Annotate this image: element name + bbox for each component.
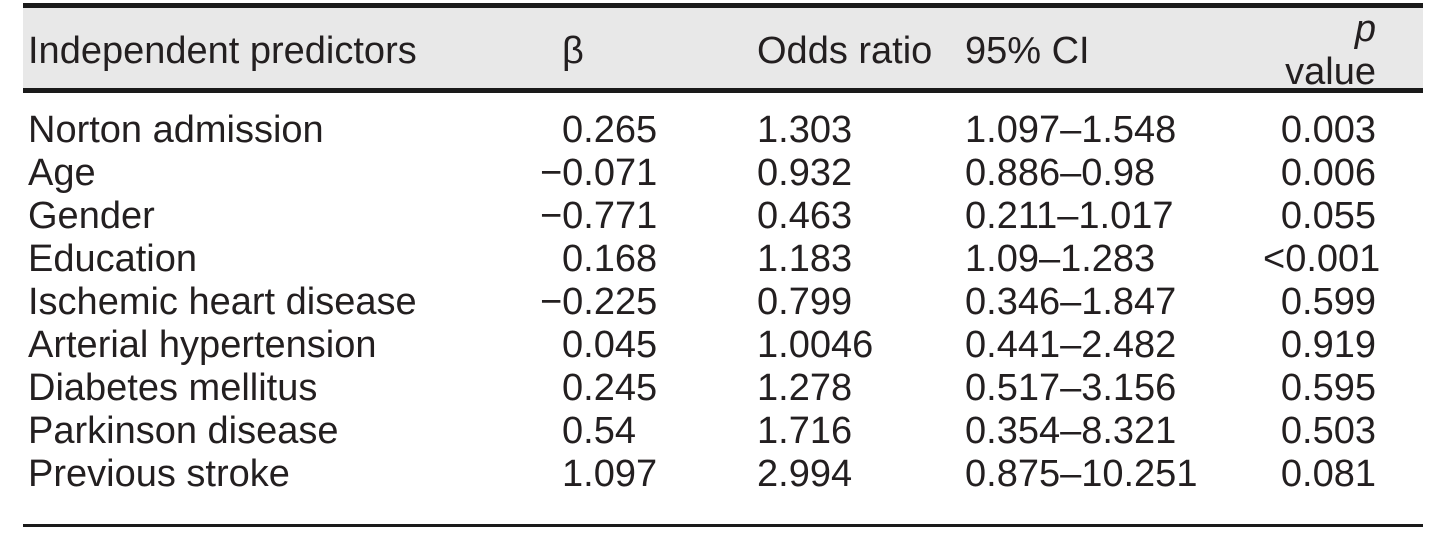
cell-beta: −0.071 bbox=[539, 152, 658, 194]
table-body: Norton admission 0.265 1.303 1.097–1.548 0.0… bbox=[23, 93, 1423, 524]
cell-p_value: 0.081 bbox=[1280, 453, 1376, 495]
table-top-rule bbox=[23, 3, 1423, 8]
cell-p_value: <0.001 bbox=[1263, 238, 1381, 280]
cell-ci: 0.517–3.156 bbox=[965, 367, 1177, 409]
cell-predictor: Parkinson disease bbox=[28, 410, 339, 452]
cell-ci: 1.09–1.283 bbox=[965, 238, 1156, 280]
cell-odds_ratio: 2.994 bbox=[757, 453, 853, 495]
cell-beta: 1.097 bbox=[562, 453, 658, 495]
cell-odds_ratio: 0.463 bbox=[757, 195, 853, 237]
table-row: Diabetes mellitus 0.245 1.278 0.517–3.156 0.… bbox=[23, 367, 1423, 410]
table-row: Gender −0.771 0.463 0.211–1.017 0.055 bbox=[23, 195, 1423, 238]
cell-odds_ratio: 0.932 bbox=[757, 152, 853, 194]
table-row: Previous stroke 1.097 2.994 0.875–10.251 0.0… bbox=[23, 453, 1423, 496]
table-row: Age −0.071 0.932 0.886–0.98 0.006 bbox=[23, 152, 1423, 195]
cell-odds_ratio: 1.0046 bbox=[757, 324, 874, 366]
cell-ci: 0.441–2.482 bbox=[965, 324, 1177, 366]
cell-predictor: Gender bbox=[28, 195, 155, 237]
cell-odds_ratio: 0.799 bbox=[757, 281, 853, 323]
cell-p_value: 0.003 bbox=[1280, 109, 1376, 151]
table-row: Norton admission 0.265 1.303 1.097–1.548 0.0… bbox=[23, 109, 1423, 152]
table-row: Education 0.168 1.183 1.09–1.283 <0.001 bbox=[23, 238, 1423, 281]
cell-ci: 1.097–1.548 bbox=[965, 109, 1177, 151]
cell-p_value: 0.599 bbox=[1280, 281, 1376, 323]
table-row: Ischemic heart disease −0.225 0.799 0.346–1… bbox=[23, 281, 1423, 324]
cell-odds_ratio: 1.716 bbox=[757, 410, 853, 452]
table-bottom-rule bbox=[23, 524, 1423, 527]
cell-predictor: Education bbox=[28, 238, 198, 280]
table-header-rule bbox=[23, 88, 1423, 93]
cell-predictor: Previous stroke bbox=[28, 453, 290, 495]
italic-p-label: p bbox=[1354, 8, 1376, 50]
cell-beta: 0.168 bbox=[562, 238, 658, 280]
cell-ci: 0.354–8.321 bbox=[965, 410, 1177, 452]
cell-predictor: Ischemic heart disease bbox=[28, 281, 417, 323]
table-row: Parkinson disease 0.54 1.716 0.354–8.321 0.5… bbox=[23, 410, 1423, 453]
header-cell-beta: β bbox=[562, 29, 584, 72]
table-header-row: Independent predictors β Odds ratio 95% CI p… bbox=[23, 8, 1423, 93]
cell-beta: 0.265 bbox=[562, 109, 658, 151]
cell-p_value: 0.595 bbox=[1280, 367, 1376, 409]
cell-p_value: 0.055 bbox=[1280, 195, 1376, 237]
regression-table: Independent predictors β Odds ratio 95% CI p… bbox=[23, 3, 1423, 527]
header-cell-ci: 95% CI bbox=[965, 29, 1090, 72]
cell-odds_ratio: 1.303 bbox=[757, 109, 853, 151]
cell-beta: −0.771 bbox=[539, 195, 658, 237]
cell-beta: 0.54 bbox=[562, 410, 636, 452]
cell-odds_ratio: 1.183 bbox=[757, 238, 853, 280]
cell-p_value: 0.006 bbox=[1280, 152, 1376, 194]
cell-beta: −0.225 bbox=[539, 281, 658, 323]
cell-ci: 0.211–1.017 bbox=[965, 195, 1174, 237]
header-cell-predictor: Independent predictors bbox=[28, 29, 417, 72]
cell-ci: 0.875–10.251 bbox=[965, 453, 1198, 495]
cell-p_value: 0.919 bbox=[1280, 324, 1376, 366]
cell-predictor: Arterial hypertension bbox=[28, 324, 377, 366]
cell-p_value: 0.503 bbox=[1280, 410, 1376, 452]
cell-predictor: Diabetes mellitus bbox=[28, 367, 318, 409]
cell-predictor: Norton admission bbox=[28, 109, 324, 151]
cell-beta: 0.045 bbox=[562, 324, 658, 366]
header-cell-odds_ratio: Odds ratio bbox=[757, 29, 933, 72]
cell-odds_ratio: 1.278 bbox=[757, 367, 853, 409]
table-row: Arterial hypertension 0.045 1.0046 0.441–2.… bbox=[23, 324, 1423, 367]
cell-ci: 0.886–0.98 bbox=[965, 152, 1156, 194]
header-cell-p_value: p value bbox=[1285, 8, 1376, 93]
cell-beta: 0.245 bbox=[562, 367, 658, 409]
cell-predictor: Age bbox=[28, 152, 96, 194]
cell-ci: 0.346–1.847 bbox=[965, 281, 1177, 323]
